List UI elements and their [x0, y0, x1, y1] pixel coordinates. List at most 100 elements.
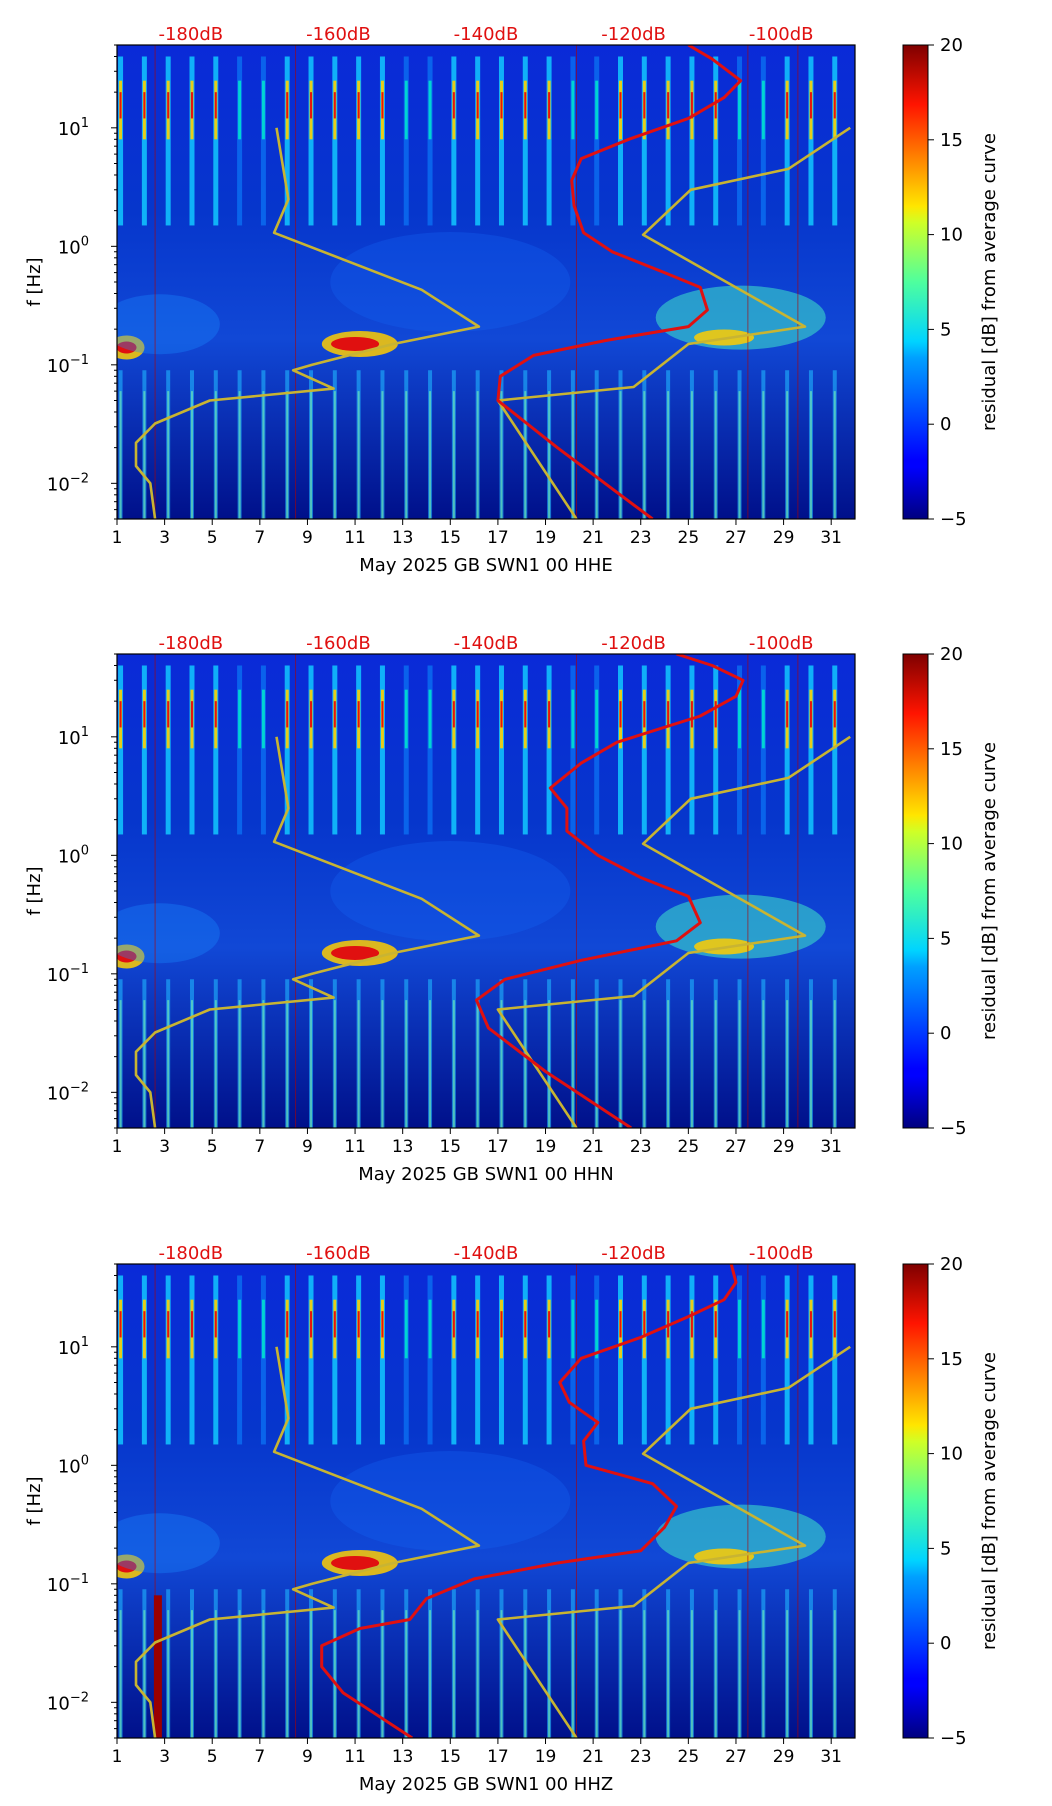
texture-column: [213, 665, 219, 835]
y-axis-label: f [Hz]: [24, 257, 45, 306]
texture-column: [524, 92, 527, 119]
texture-column: [524, 701, 527, 728]
texture-column: [452, 391, 455, 519]
storm-blob: [330, 232, 571, 332]
colorbar-tick-label: 5: [940, 1538, 951, 1559]
texture-column: [357, 92, 360, 119]
db-label: -100dB: [749, 24, 814, 45]
y-tick-label: 10−2: [47, 1080, 89, 1104]
texture-column: [333, 1610, 336, 1738]
texture-column: [332, 1275, 338, 1445]
texture-column: [427, 56, 433, 226]
texture-column: [381, 1000, 384, 1128]
y-axis-label: f [Hz]: [24, 1476, 45, 1525]
texture-column: [286, 1311, 289, 1338]
texture-column: [524, 1311, 527, 1338]
texture-column: [261, 689, 265, 749]
texture-column: [786, 1000, 789, 1128]
texture-column: [522, 665, 528, 835]
texture-column: [428, 80, 432, 140]
texture-column: [594, 1275, 600, 1445]
colorbar-label: residual [dB] from average curve: [979, 1352, 1000, 1650]
colorbar-tick-label: −5: [940, 509, 967, 530]
texture-column: [381, 391, 384, 519]
texture-column: [356, 1275, 362, 1445]
x-tick-label: 11: [344, 1137, 366, 1157]
storm-blob: [117, 950, 137, 963]
curve-average-psd: [475, 654, 745, 1128]
texture-column: [143, 1000, 146, 1128]
x-tick-label: 13: [392, 528, 414, 548]
texture-column: [118, 56, 124, 226]
texture-column: [262, 391, 265, 519]
texture-column: [808, 56, 814, 226]
texture-column: [571, 689, 575, 749]
texture-column: [262, 1610, 265, 1738]
texture-column: [451, 1275, 457, 1445]
texture-column: [214, 1000, 217, 1128]
texture-column: [214, 1311, 217, 1338]
texture-column: [403, 1275, 409, 1445]
texture-column: [762, 1610, 765, 1738]
texture-column: [809, 391, 812, 519]
texture-column: [189, 1275, 195, 1445]
texture-column: [261, 1299, 265, 1359]
colorbar-tick-label: 0: [940, 414, 951, 435]
texture-column: [260, 665, 266, 835]
texture-column: [571, 1610, 574, 1738]
x-tick-label: 5: [207, 528, 218, 548]
texture-column: [833, 391, 836, 519]
texture-column: [522, 56, 528, 226]
texture-column: [643, 1000, 646, 1128]
texture-column: [786, 391, 789, 519]
colorbar-tick-label: 20: [940, 644, 963, 665]
x-tick-label: 15: [439, 528, 461, 548]
texture-column: [119, 92, 122, 119]
storm-blob: [331, 1555, 380, 1570]
x-tick-label: 3: [159, 528, 170, 548]
texture-column: [381, 701, 384, 728]
texture-column: [141, 665, 147, 835]
texture-column: [310, 391, 313, 519]
texture-column: [690, 391, 693, 519]
texture-column: [405, 1610, 408, 1738]
x-tick-label: 15: [439, 1747, 461, 1767]
texture-column: [595, 391, 598, 519]
texture-column: [498, 56, 504, 226]
texture-column: [641, 56, 647, 226]
texture-column: [475, 1275, 481, 1445]
texture-column: [381, 92, 384, 119]
texture-column: [143, 391, 146, 519]
db-label: -140dB: [454, 1243, 519, 1264]
x-axis-label: May 2025 GB SWN1 00 HHZ: [359, 1774, 613, 1795]
colorbar-tick-label: 15: [940, 130, 963, 151]
texture-column: [498, 1275, 504, 1445]
texture-column: [500, 1000, 503, 1128]
texture-column: [738, 689, 742, 749]
x-tick-label: 17: [487, 528, 509, 548]
texture-column: [546, 1275, 552, 1445]
x-tick-label: 29: [773, 1747, 795, 1767]
texture-column: [665, 56, 671, 226]
texture-column: [476, 1610, 479, 1738]
x-tick-label: 3: [159, 1747, 170, 1767]
texture-column: [237, 56, 243, 226]
texture-column: [165, 56, 171, 226]
texture-column: [548, 701, 551, 728]
texture-column: [571, 80, 575, 140]
texture-column: [452, 701, 455, 728]
texture-column: [262, 1000, 265, 1128]
texture-column: [760, 56, 766, 226]
texture-column: [167, 701, 170, 728]
texture-column: [214, 701, 217, 728]
texture-column: [784, 56, 790, 226]
texture-column: [667, 701, 670, 728]
texture-column: [500, 92, 503, 119]
x-tick-label: 5: [207, 1137, 218, 1157]
y-axis-label: f [Hz]: [24, 866, 45, 915]
texture-column: [284, 56, 290, 226]
texture-column: [809, 1610, 812, 1738]
texture-column: [310, 1610, 313, 1738]
colorbar-tick-label: 10: [940, 225, 963, 246]
